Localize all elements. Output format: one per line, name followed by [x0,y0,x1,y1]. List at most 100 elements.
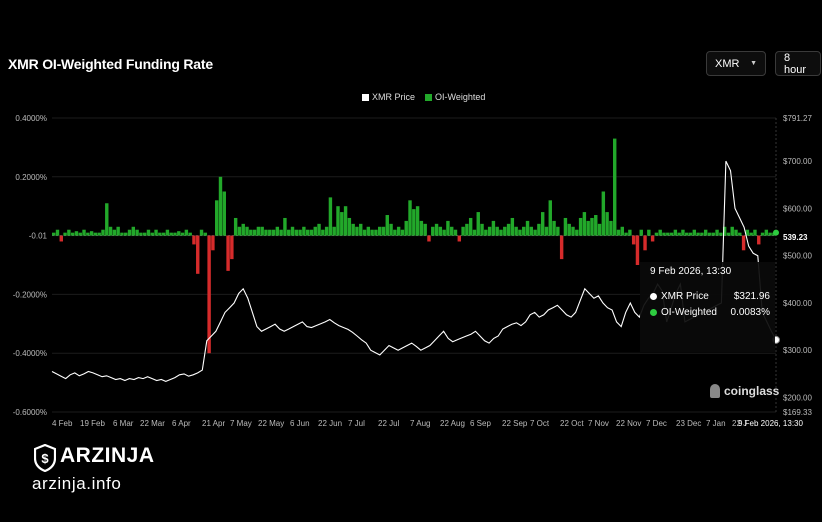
funding-bar [97,232,101,236]
funding-bar [669,232,674,236]
funding-bar [218,176,223,236]
legend-swatch-price [362,94,369,101]
funding-bar [105,203,109,236]
funding-bar [207,235,211,354]
funding-bar [707,232,712,236]
funding-bar [287,229,291,236]
funding-bar [487,226,492,236]
x-axis-tick-label: 21 Apr [202,419,225,428]
funding-bar [738,232,742,236]
funding-bar [203,232,208,236]
funding-bar [575,229,579,236]
interval-select[interactable]: 8 hour [775,51,821,76]
funding-bar [309,229,314,236]
funding-bar [628,229,632,236]
right-axis-tick-label: $600.00 [783,204,812,213]
right-axis-tick-label: $500.00 [783,252,812,261]
funding-bar [385,215,389,236]
funding-bar [567,223,571,236]
funding-bar [631,235,636,245]
funding-bar [237,226,242,236]
funding-bar [757,235,761,245]
funding-bar [404,220,408,236]
x-axis-tick-label: 22 J [732,419,747,428]
funding-bar [753,229,757,236]
funding-bar [233,217,238,236]
funding-bar [722,226,727,236]
funding-bar [450,226,454,236]
funding-bar [86,232,90,236]
funding-bar [101,229,105,236]
funding-bar [431,226,435,236]
funding-bar [522,226,526,236]
funding-bar [139,232,143,236]
tooltip-dot-price [650,293,657,300]
funding-bar [63,232,67,236]
right-axis-tick-label: $300.00 [783,346,812,355]
funding-bar [499,229,503,236]
funding-bar [374,229,378,236]
funding-bar [730,226,734,236]
tooltip-row-price: XMR Price $321.96 [650,291,770,302]
x-axis-tick-label: 22 Jul [378,419,400,428]
funding-bar [518,229,522,236]
funding-bar [647,229,651,236]
funding-bar [412,209,416,236]
funding-bar [393,229,397,236]
legend-item-price[interactable]: XMR Price [362,92,415,102]
funding-bar [52,232,56,236]
funding-bar [283,217,287,236]
funding-bar [446,220,450,236]
funding-bar [400,229,405,236]
funding-bar [590,217,594,236]
svg-text:$: $ [41,451,49,466]
funding-bar [415,206,420,236]
funding-bar [108,226,113,236]
funding-bar [578,217,583,236]
funding-bar [741,235,746,251]
x-axis-tick-label: 7 May [230,419,252,428]
funding-bar [252,229,257,236]
right-axis-tick-label: $169.33 [783,408,812,417]
funding-bar [305,229,310,236]
funding-bar [465,223,469,236]
funding-bar [271,229,276,236]
x-axis-tick-label: 22 Mar [140,419,165,428]
x-axis-tick-label: 7 Jan [706,419,726,428]
funding-bar [260,226,264,236]
funding-bar [230,235,234,260]
left-axis: 0.4000% 0.2000% -0.01 -0.2000% -0.4000% -0.60… [13,114,48,417]
funding-bar [685,232,689,236]
funding-bar [605,212,609,236]
coin-select[interactable]: XMR ▼ [706,51,766,76]
funding-bar [180,232,185,236]
funding-bar [351,223,355,236]
funding-bar [127,229,132,236]
funding-bar [506,223,511,236]
funding-bar [544,226,549,236]
interval-select-value: 8 hour [784,51,807,76]
coin-select-value: XMR [715,57,740,70]
funding-bar [703,229,708,236]
funding-bar [552,220,556,236]
left-axis-tick-label: -0.01 [29,232,48,241]
funding-bar [726,232,731,236]
funding-bar [192,235,196,245]
funding-bar [533,229,537,236]
funding-bar [328,197,333,236]
funding-bar [245,226,249,236]
funding-bar [256,226,261,236]
funding-bar [548,200,552,236]
funding-bar [355,226,359,236]
brand-url: arzinja.info [32,474,122,493]
tooltip-label-price: XMR Price [661,291,709,302]
legend-item-oi[interactable]: OI-Weighted [425,92,485,102]
funding-bar [165,229,170,236]
funding-bar [472,229,477,236]
funding-bar [74,231,79,236]
funding-bar [211,235,215,251]
funding-bar [89,231,94,236]
funding-bar [78,232,82,236]
funding-bar [666,232,670,236]
funding-bar [264,229,268,236]
